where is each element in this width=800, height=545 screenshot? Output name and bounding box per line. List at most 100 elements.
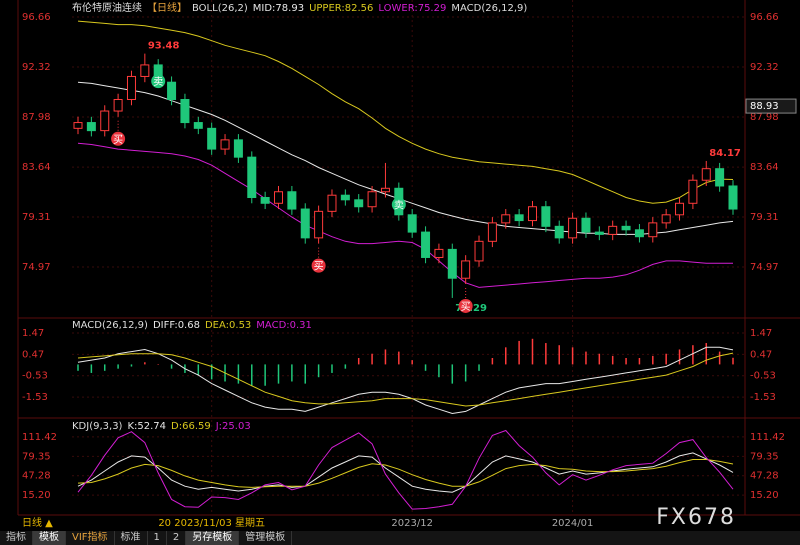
macd-bar xyxy=(117,364,119,369)
kdj-line xyxy=(77,429,734,510)
candle-body xyxy=(340,194,350,201)
candle-body xyxy=(167,81,177,101)
y-tick-label-left: 92.32 xyxy=(22,62,51,73)
candle-body xyxy=(314,210,324,239)
macd-bar xyxy=(451,364,454,384)
candle-body xyxy=(126,75,136,101)
candle-body xyxy=(568,217,578,239)
toolbar-tab[interactable]: 模板 xyxy=(33,531,66,545)
y-tick-label: 96.66 xyxy=(750,12,779,23)
toolbar-tab[interactable]: 标准 xyxy=(115,531,148,545)
macd-bar xyxy=(130,364,133,367)
candle-body xyxy=(514,214,524,222)
legend-entry: MACD(26,12,9) xyxy=(72,320,148,331)
macd-bar xyxy=(505,347,507,365)
y-tick-label-left: -0.53 xyxy=(22,371,48,382)
macd-bar xyxy=(531,338,534,365)
toolbar-tab[interactable]: VIF指标 xyxy=(66,531,115,545)
candle-body xyxy=(100,110,110,132)
y-tick-label: 15.20 xyxy=(750,490,779,501)
y-tick-label: 79.35 xyxy=(750,451,779,462)
macd-bar xyxy=(665,353,667,365)
macd-bar xyxy=(304,364,306,384)
candle-body xyxy=(140,64,150,77)
period-button[interactable]: 日线 ▲ xyxy=(22,516,53,529)
macd-bar xyxy=(90,364,93,373)
y-tick-label-left: 47.28 xyxy=(22,471,51,482)
macd-bar xyxy=(638,358,641,365)
macd-bar xyxy=(344,364,347,369)
legend-entry: 布伦特原油连续 xyxy=(72,1,142,14)
candle-body xyxy=(180,99,190,124)
signal-label: 买 xyxy=(314,261,324,273)
watermark: FX678 xyxy=(656,505,736,530)
candle-body xyxy=(527,206,537,222)
y-tick-label-left: 15.20 xyxy=(22,490,51,501)
y-tick-label-left: 87.98 xyxy=(22,112,51,123)
toolbar-tab[interactable]: 1 xyxy=(148,531,167,545)
y-tick-label: 79.31 xyxy=(750,212,779,223)
macd-bar xyxy=(705,343,708,365)
macd-bar xyxy=(652,355,654,365)
candle-body xyxy=(327,194,337,212)
y-tick-label: 83.64 xyxy=(750,162,779,173)
legend-entry: MACD:0.31 xyxy=(256,320,312,331)
extreme-label: 93.48 xyxy=(148,41,180,52)
macd-bar xyxy=(491,358,494,365)
price-marker-box xyxy=(745,98,797,114)
legend-entry: DEA:0.53 xyxy=(205,320,251,331)
candle-body xyxy=(274,191,284,204)
legend-entry: UPPER:82.56 xyxy=(309,3,373,14)
x-tick-label: 2024/01 xyxy=(552,518,594,529)
boll-line xyxy=(77,142,734,288)
y-tick-label-left: 111.42 xyxy=(22,432,57,443)
toolbar-tab[interactable]: 管理模板 xyxy=(239,531,293,545)
macd-bar xyxy=(678,349,681,365)
toolbar-tab[interactable]: 另存模板 xyxy=(186,531,240,545)
signal-label: 卖 xyxy=(394,200,404,212)
y-tick-label: 87.98 xyxy=(750,112,779,123)
macd-bar xyxy=(424,364,427,371)
macd-bar xyxy=(611,355,614,365)
signal-marker xyxy=(311,258,326,273)
y-tick-label-left: -1.53 xyxy=(22,392,48,403)
candle-body xyxy=(207,127,217,150)
macd-bar xyxy=(371,353,373,365)
signal-label: 卖 xyxy=(153,76,163,88)
macd-bar xyxy=(277,364,280,384)
macd-bar xyxy=(585,351,587,365)
price-marker: 88.93 xyxy=(750,101,779,112)
macd-bar xyxy=(210,364,213,380)
legend-entry: 【日线】 xyxy=(147,1,187,14)
macd-bar xyxy=(545,343,547,365)
candle-body xyxy=(701,168,711,181)
toolbar-tab[interactable]: 2 xyxy=(167,531,187,545)
macd-bar xyxy=(411,360,413,365)
macd-bar xyxy=(317,364,320,378)
extreme-label: 84.17 xyxy=(709,148,741,159)
macd-bar xyxy=(237,364,240,384)
macd-bar xyxy=(518,340,520,365)
macd-line xyxy=(77,352,734,407)
y-tick-label-left: 79.31 xyxy=(22,212,51,223)
macd-bar xyxy=(170,364,173,369)
signal-marker xyxy=(151,74,166,89)
signal-label: 买 xyxy=(461,301,471,313)
candle-body xyxy=(367,191,377,208)
kdj-line xyxy=(77,459,734,488)
candle-body xyxy=(260,197,270,204)
candle-body xyxy=(594,231,604,235)
candle-body xyxy=(233,139,243,158)
macd-bar xyxy=(398,351,400,365)
toolbar-tab[interactable]: 指标 xyxy=(0,531,33,545)
candle-body xyxy=(648,222,658,238)
macd-line xyxy=(77,346,734,415)
y-tick-label: 47.28 xyxy=(750,471,779,482)
candle-body xyxy=(461,260,471,279)
y-tick-label-left: 0.47 xyxy=(22,349,44,360)
macd-bar xyxy=(558,345,560,365)
candle-body xyxy=(621,225,631,231)
signal-marker xyxy=(458,298,473,313)
macd-bar xyxy=(157,364,159,365)
